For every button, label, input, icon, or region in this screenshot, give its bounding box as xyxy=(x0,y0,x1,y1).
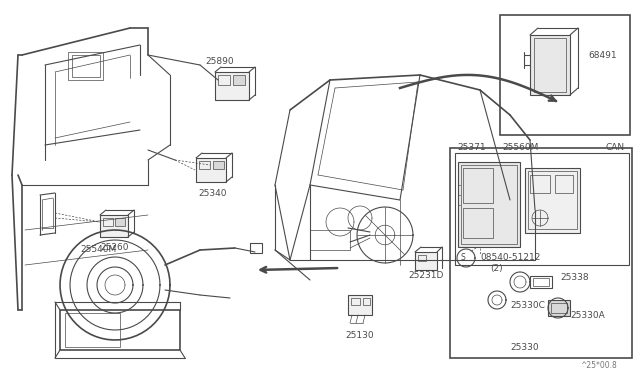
Text: CAN: CAN xyxy=(605,144,624,153)
Bar xyxy=(68,52,103,80)
Bar xyxy=(213,161,224,169)
Text: 25260: 25260 xyxy=(100,244,129,253)
Text: 25330A: 25330A xyxy=(570,311,605,320)
Bar xyxy=(528,171,577,229)
Text: 25540M: 25540M xyxy=(80,246,116,254)
Bar xyxy=(348,295,372,315)
Text: S: S xyxy=(461,253,465,263)
Bar xyxy=(458,162,520,247)
Bar xyxy=(530,276,552,288)
Bar xyxy=(215,72,249,100)
Bar xyxy=(548,300,570,316)
Bar xyxy=(530,175,550,193)
Text: 25130: 25130 xyxy=(345,331,374,340)
Text: 25231D: 25231D xyxy=(408,272,444,280)
Bar xyxy=(310,230,350,250)
Text: 25340: 25340 xyxy=(198,189,227,198)
Bar xyxy=(534,38,566,92)
Bar xyxy=(196,158,226,182)
Bar xyxy=(65,313,120,347)
Bar xyxy=(533,278,549,286)
Text: 25890: 25890 xyxy=(205,58,234,67)
Text: 25371: 25371 xyxy=(457,144,486,153)
Bar xyxy=(415,252,437,270)
Text: (2): (2) xyxy=(490,263,502,273)
Text: 25330C: 25330C xyxy=(510,301,545,310)
Bar xyxy=(199,161,210,169)
Bar xyxy=(530,35,570,95)
Text: 25338: 25338 xyxy=(560,273,589,282)
Bar xyxy=(463,208,493,238)
Text: 25330: 25330 xyxy=(510,343,539,353)
Bar xyxy=(461,165,517,244)
Bar xyxy=(115,218,125,226)
Text: 25560M: 25560M xyxy=(502,144,538,153)
Bar xyxy=(463,168,493,203)
Bar xyxy=(551,303,567,313)
Bar xyxy=(555,175,573,193)
Bar xyxy=(250,243,262,253)
Bar xyxy=(450,148,632,358)
Bar xyxy=(351,298,360,305)
Bar xyxy=(455,153,629,265)
Bar xyxy=(525,168,580,233)
Bar xyxy=(418,255,426,261)
Bar xyxy=(363,298,370,305)
Text: 68491: 68491 xyxy=(588,51,616,60)
Bar xyxy=(60,310,180,350)
Bar xyxy=(500,15,630,135)
Bar xyxy=(100,215,128,237)
Bar xyxy=(218,75,230,85)
Text: ^25*00.8: ^25*00.8 xyxy=(580,360,617,369)
Bar xyxy=(72,55,100,77)
Text: 08540-51212: 08540-51212 xyxy=(480,253,540,263)
Bar xyxy=(103,218,113,226)
Bar xyxy=(233,75,245,85)
